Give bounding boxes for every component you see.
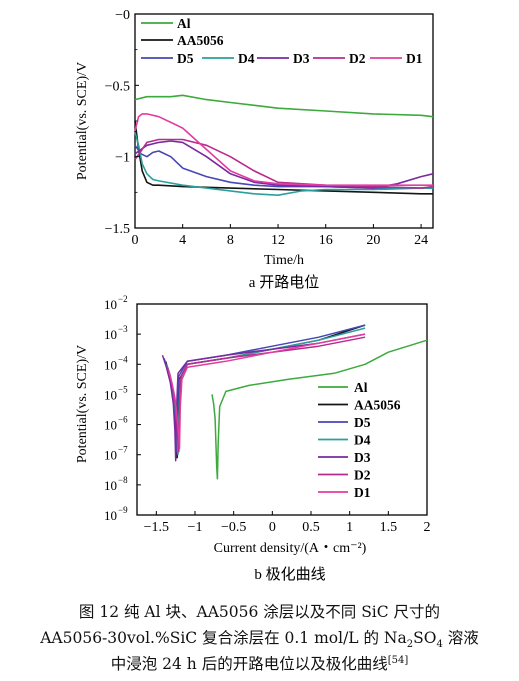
chart-a-legend: Al AA5056 D5 D4 D3 D2 D1: [141, 16, 423, 66]
chart-b-plot-area: [161, 324, 428, 480]
chart-b-legend-label-d5: D5: [354, 415, 371, 430]
chart-b-x-axis-label: Current density/(A・cm⁻²): [214, 541, 367, 556]
chart-b-y-tick-exponent: −6: [118, 415, 128, 425]
chart-b-y-tick-base: 10: [104, 478, 117, 493]
chart-a-x-tick-label: 8: [227, 233, 234, 248]
chart-b-y-tick-base: 10: [104, 297, 117, 312]
chart-a-series-d5: [134, 144, 433, 189]
chart-a-legend-label-d3: D3: [293, 51, 310, 66]
chart-b-y-tick-base: 10: [104, 418, 117, 433]
chart-a-y-axis-label: Potential(vs. SCE)/V: [75, 62, 90, 180]
chart-a-x-tick-label: 12: [271, 233, 285, 248]
caption-sub-4: 4: [436, 639, 443, 651]
chart-b-y-tick-exponent: −2: [118, 294, 128, 304]
chart-b-y-tick-base: 10: [104, 387, 117, 402]
chart-b-series-d2: [166, 336, 366, 453]
chart-a-legend-label-d4: D4: [238, 51, 255, 66]
chart-b-x-tick-label: 0.5: [302, 520, 320, 535]
chart-a-legend-label-d1: D1: [406, 51, 423, 66]
chart-b-y-ticks: 10−910−810−710−610−510−410−310−2: [104, 294, 141, 523]
chart-b-x-ticks: −1.5 −1 −0.5 0 0.5 1 1.5 2: [144, 511, 431, 535]
caption-reference: [54]: [387, 654, 409, 666]
chart-a-legend-label-d2: D2: [349, 51, 366, 66]
chart-a-series-d1: [134, 113, 433, 186]
chart-b-y-axis-label: Potential(vs. SCE)/V: [75, 345, 90, 463]
chart-a-series-al: [134, 94, 434, 118]
chart-a-x-tick-label: 4: [179, 233, 186, 248]
chart-b-frame: [136, 303, 428, 516]
chart-b-legend-label-aa5056: AA5056: [354, 398, 401, 413]
chart-a-y-tick-label: −1: [115, 151, 130, 166]
chart-a-x-axis-label: Time/h: [264, 253, 304, 268]
chart-a: 0 4 8 12 16 20 24 −1.5 −1 −0.5 −0 Al AA5056 D5 D4 D3 D…: [75, 8, 434, 291]
chart-a-x-tick-label: 20: [366, 233, 380, 248]
chart-a-subcaption: a 开路电位: [249, 274, 319, 291]
chart-b-series-d5: [163, 324, 366, 453]
chart-b-x-tick-label: 1.5: [380, 520, 398, 535]
caption-sub-2: 2: [406, 639, 414, 651]
chart-b-y-tick-exponent: −9: [118, 505, 128, 515]
chart-b-x-tick-label: 0: [269, 520, 276, 535]
chart-b-y-tick-exponent: −7: [118, 445, 128, 455]
chart-b-y-tick-base: 10: [104, 357, 117, 372]
chart-b-subcaption: b 极化曲线: [254, 566, 325, 583]
caption-line-2-pre: AA5056-30vol.%SiC 复合涂层在 0.1 mol/L 的 Na: [40, 629, 407, 647]
chart-b-y-tick-exponent: −8: [118, 475, 128, 485]
chart-b-y-tick-base: 10: [104, 327, 117, 342]
chart-b-x-tick-label: −1.5: [144, 520, 169, 535]
chart-a-legend-label-d5: D5: [177, 51, 194, 66]
caption-line-2-post: 溶液: [442, 629, 479, 647]
chart-a-series-d2: [134, 138, 434, 189]
chart-b-y-tick-base: 10: [104, 508, 117, 523]
chart-a-y-tick-label: −0.5: [105, 79, 130, 94]
chart-b-x-tick-label: 1: [346, 520, 353, 535]
caption-line-3-text: 中浸泡 24 h 后的开路电位以及极化曲线: [110, 655, 388, 673]
figure-caption-line-2: AA5056-30vol.%SiC 复合涂层在 0.1 mol/L 的 Na2S…: [0, 626, 519, 650]
chart-a-legend-label-aa5056: AA5056: [177, 33, 224, 48]
chart-a-series-d4: [134, 132, 433, 196]
chart-b-y-tick-exponent: −5: [118, 384, 128, 394]
chart-b-x-tick-label: −1: [188, 520, 203, 535]
chart-a-y-tick-label: −0: [115, 8, 130, 23]
chart-b-y-tick-exponent: −4: [118, 354, 128, 364]
caption-line-1-text: 图 12 纯 Al 块、AA5056 涂层以及不同 SiC 尺寸的: [78, 603, 441, 621]
chart-b: −1.5 −1 −0.5 0 0.5 1 1.5 2 10−910−810−710−610−5…: [75, 294, 431, 583]
chart-b-x-tick-label: 2: [424, 520, 431, 535]
chart-a-series-aa5056: [134, 120, 433, 195]
chart-b-legend-label-al: Al: [354, 380, 368, 395]
chart-a-x-tick-label: 16: [319, 233, 333, 248]
chart-b-legend: Al AA5056 D5 D4 D3 D2 D1: [318, 380, 401, 500]
chart-a-y-ticks: −1.5 −1 −0.5 −0: [105, 8, 139, 237]
chart-a-x-tick-label: 0: [132, 233, 139, 248]
chart-a-plot-area: [134, 94, 434, 196]
chart-a-x-tick-label: 24: [414, 233, 428, 248]
chart-a-legend-label-al: Al: [177, 16, 191, 31]
chart-b-y-tick-base: 10: [104, 448, 117, 463]
chart-b-series-d1: [167, 333, 366, 450]
chart-a-x-ticks: 0 4 8 12 16 20 24: [132, 224, 428, 248]
figure-caption-line-1: 图 12 纯 Al 块、AA5056 涂层以及不同 SiC 尺寸的: [0, 600, 519, 622]
chart-a-y-tick-label: −1.5: [105, 222, 130, 237]
chart-b-legend-label-d3: D3: [354, 450, 371, 465]
chart-b-legend-label-d1: D1: [354, 485, 371, 500]
chart-b-series-aa5056: [164, 324, 366, 459]
chart-b-series-al: [211, 339, 428, 480]
chart-b-y-tick-exponent: −3: [118, 324, 128, 334]
caption-line-2-mid: SO: [413, 629, 437, 647]
figure-caption-line-3: 中浸泡 24 h 后的开路电位以及极化曲线[54]: [0, 652, 519, 674]
chart-b-legend-label-d4: D4: [354, 433, 371, 448]
chart-b-legend-label-d2: D2: [354, 468, 371, 483]
chart-b-x-tick-label: −0.5: [221, 520, 246, 535]
